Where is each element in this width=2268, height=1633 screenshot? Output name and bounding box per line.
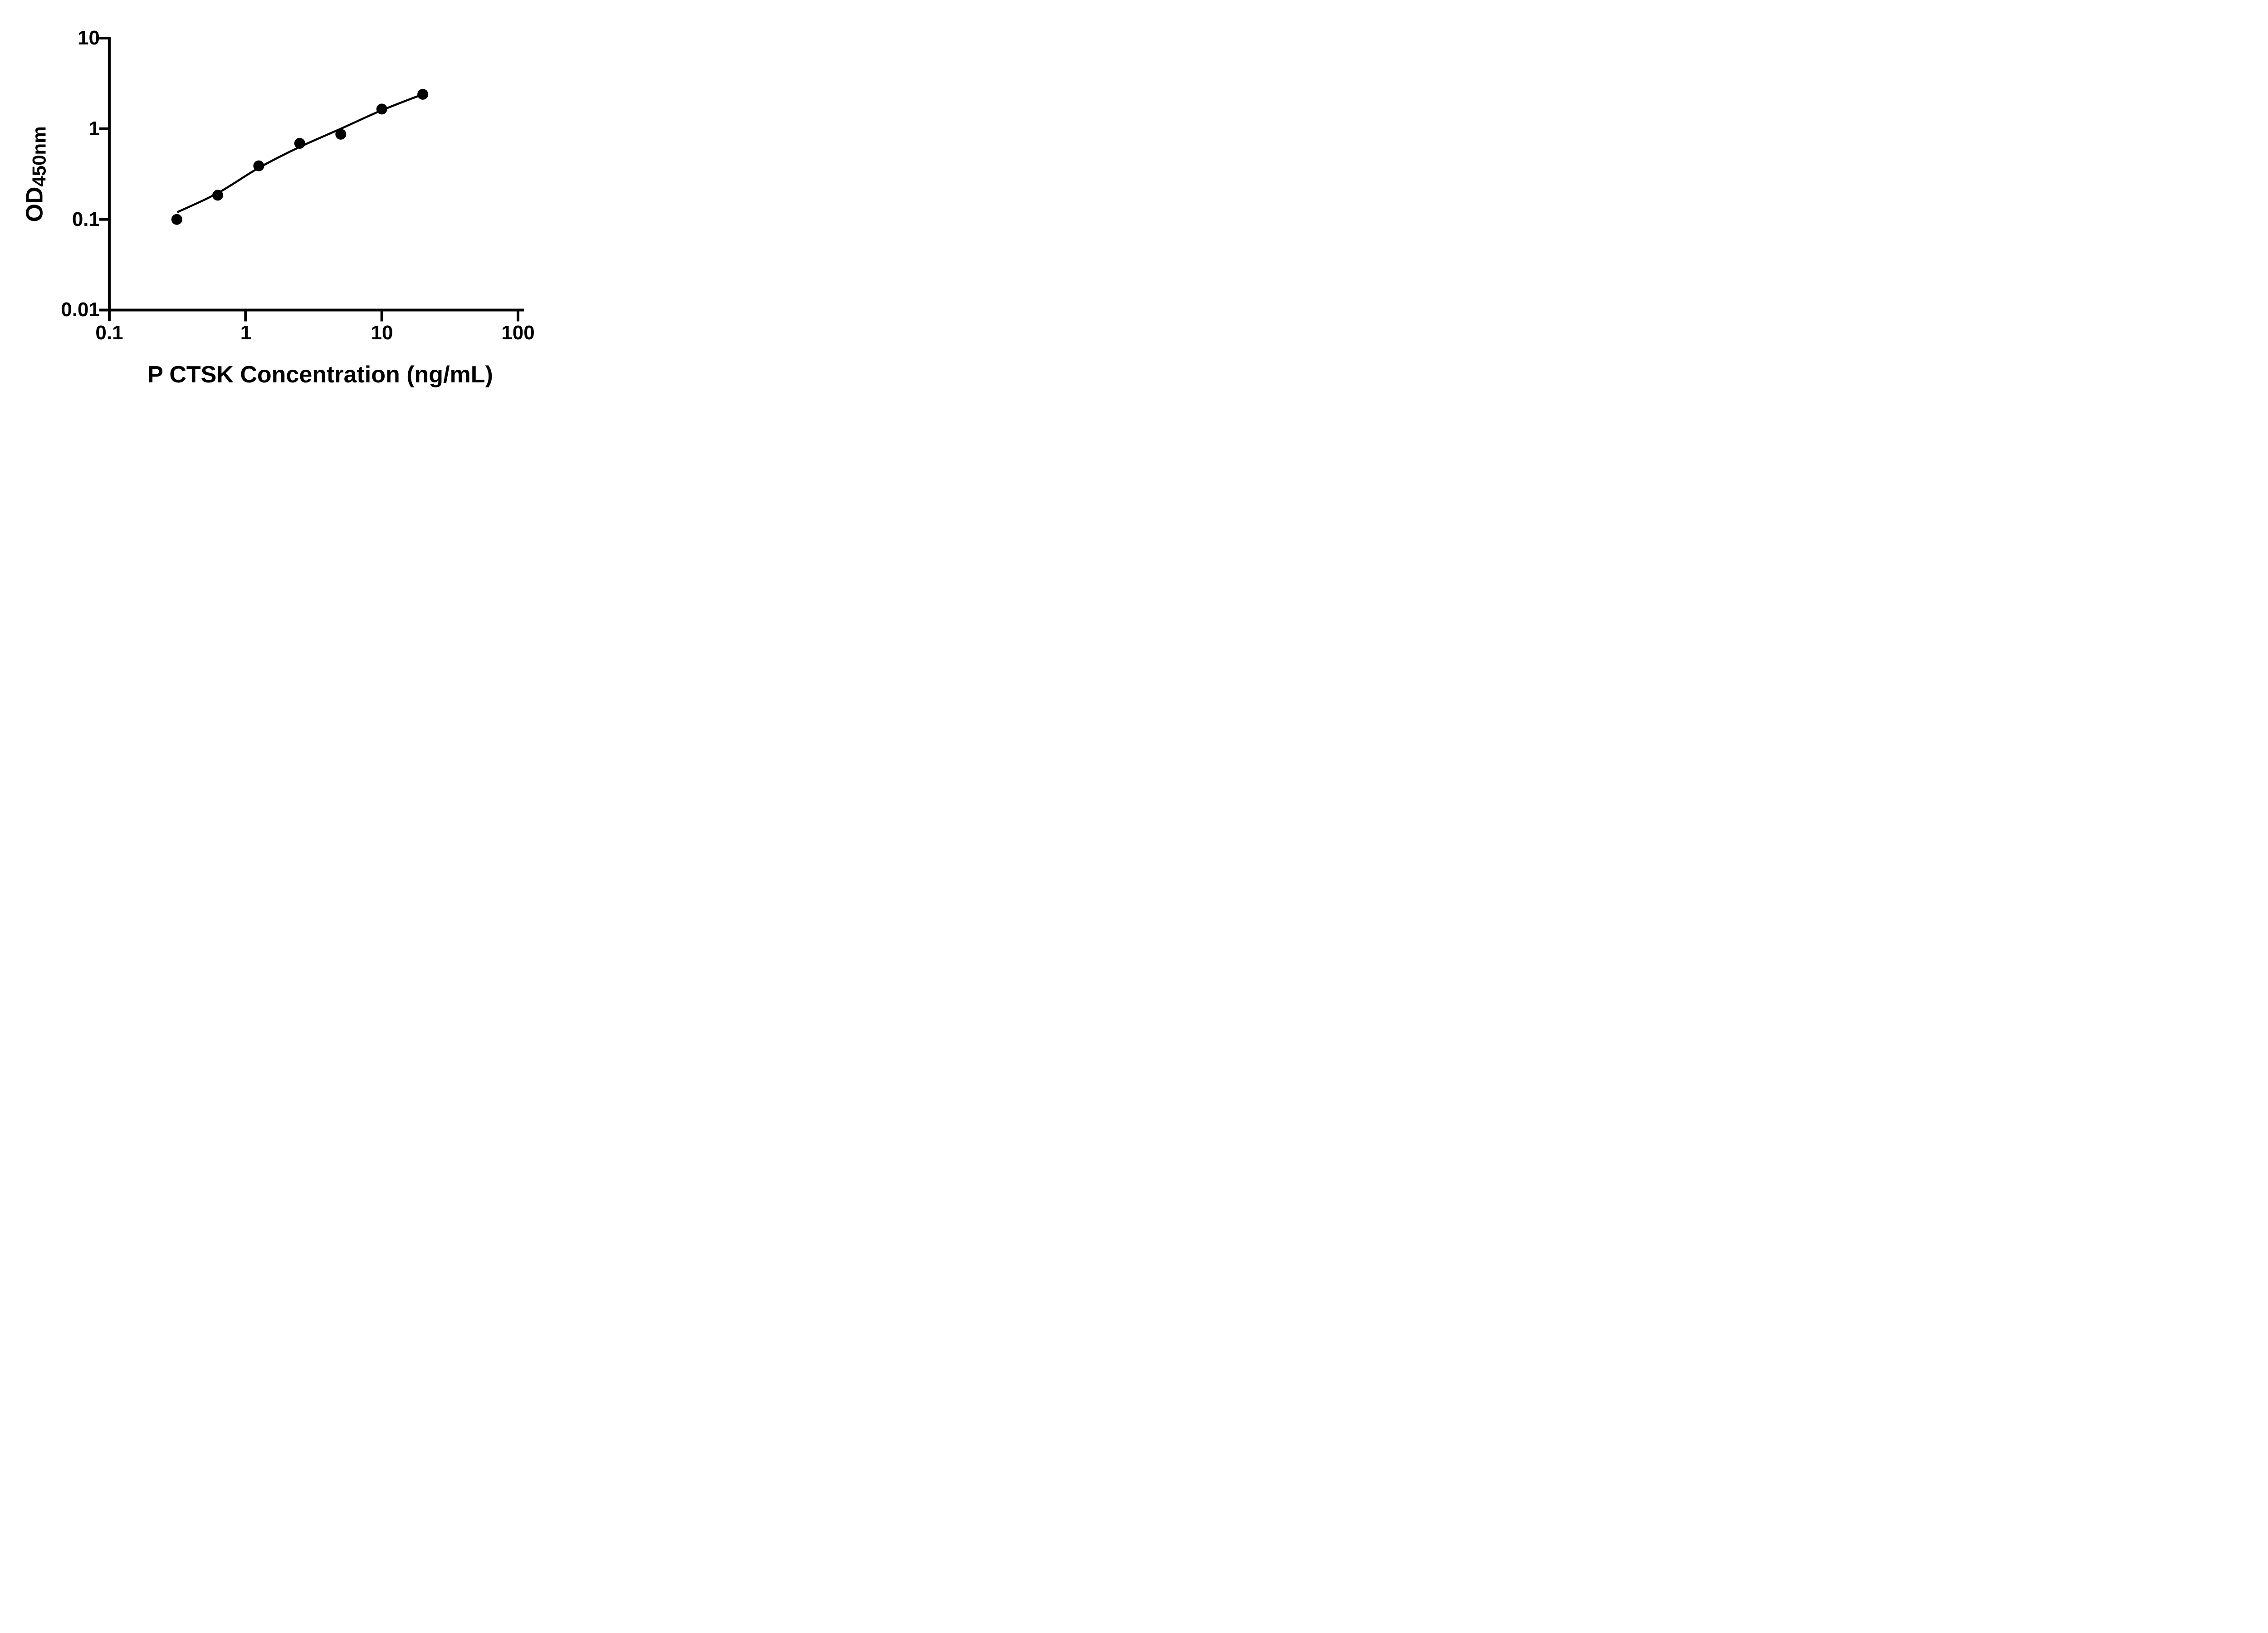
y-axis-title: OD450nm <box>21 126 50 222</box>
data-point-0.313ng <box>171 214 182 225</box>
data-point-0.625ng <box>212 190 223 201</box>
y-tick-label-0p01: 0.01 <box>61 298 100 321</box>
data-point-2.5ng <box>294 138 305 149</box>
y-tick-label-10: 10 <box>78 27 100 49</box>
y-tick-label-1: 1 <box>88 117 100 140</box>
data-point-1.25ng <box>253 160 264 171</box>
x-tick-label-1: 1 <box>240 322 252 344</box>
x-axis-title: P CTSK Concentration (ng/mL) <box>147 362 493 388</box>
data-point-5ng <box>335 128 347 140</box>
elisa-standard-curve-figure: 10 1 0.1 0.01 0.1 1 10 100 P CTSK Concen… <box>0 0 581 408</box>
plot-area <box>99 37 524 322</box>
y-tick-label-0p1: 0.1 <box>72 208 100 230</box>
x-tick-label-100: 100 <box>501 322 535 344</box>
data-point-20ng <box>417 88 429 100</box>
data-point-10ng <box>376 103 387 115</box>
y-axis-title-subscript: 450nm <box>28 126 50 187</box>
x-tick-label-0p1: 0.1 <box>95 322 123 344</box>
x-tick-label-10: 10 <box>371 322 393 344</box>
y-axis-title-main: OD <box>21 186 48 222</box>
